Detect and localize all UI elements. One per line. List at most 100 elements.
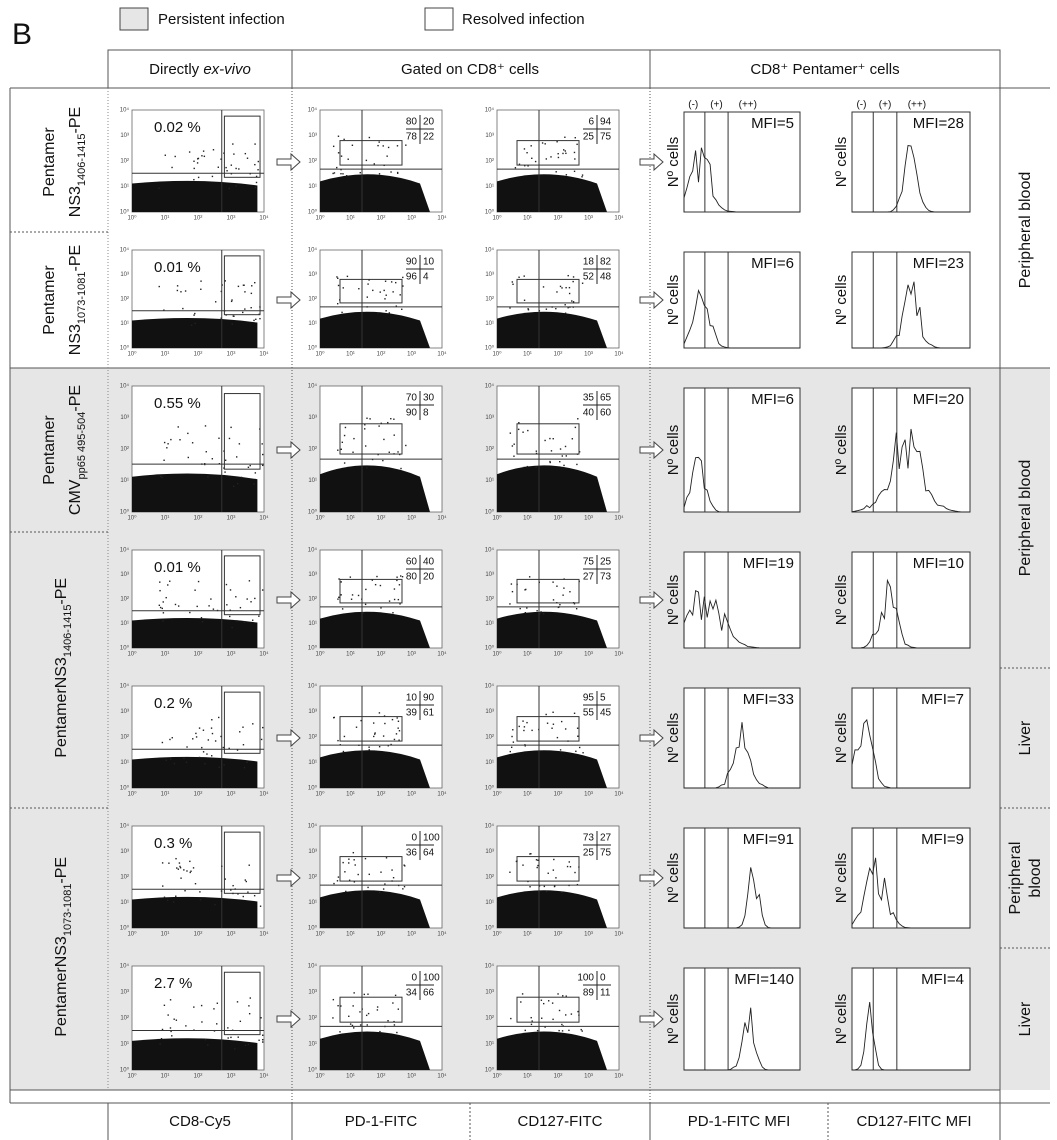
cell-dot (218, 766, 220, 768)
axis-tick-label: 10¹ (161, 932, 170, 938)
cell-dot (362, 612, 365, 614)
histogram-y-label: Nº cells (665, 713, 682, 764)
cell-dot (191, 442, 194, 444)
axis-tick-label: 10² (377, 932, 386, 938)
cell-dot (377, 144, 379, 147)
cell-dot (229, 615, 231, 618)
quadrant-value: 20 (423, 572, 435, 583)
cell-dot (581, 1030, 583, 1032)
gate (516, 856, 580, 882)
cell-dot (341, 441, 344, 444)
quadrant-value: 90 (423, 693, 435, 704)
cell-dot (343, 462, 346, 464)
cell-dot (259, 905, 262, 907)
axis-tick-label: 10¹ (523, 216, 532, 222)
axis-tick-label: 10² (377, 216, 386, 222)
axis-tick-label: 10⁴ (259, 351, 269, 358)
cell-dot (242, 726, 244, 728)
cell-dot (393, 1024, 396, 1026)
cell-dot (342, 173, 344, 175)
cell-dot (380, 607, 382, 609)
cell-dot (545, 158, 548, 160)
axis-tick-label: 10⁴ (485, 683, 495, 690)
cell-dot (167, 1014, 169, 1016)
axis-tick-label: 10¹ (523, 1074, 532, 1080)
cell-population (497, 890, 607, 928)
axis-tick-label: 10¹ (308, 1042, 317, 1048)
cell-dot (565, 995, 567, 997)
quadrant-value: 60 (600, 408, 612, 419)
histogram-y-label: Nº cells (833, 994, 850, 1045)
cell-dot (337, 739, 339, 742)
cell-dot (340, 448, 342, 450)
legend-swatch (424, 7, 454, 31)
cell-dot (576, 727, 579, 729)
axis-tick-label: 10⁰ (308, 785, 318, 792)
cell-dot (393, 588, 396, 590)
cell-dot (390, 743, 392, 746)
cell-dot (228, 747, 230, 750)
axis-tick-label: 10¹ (523, 352, 532, 358)
axis-tick-label: 10¹ (308, 478, 317, 484)
axis-tick-label: 10³ (584, 792, 593, 798)
axis-tick-label: 10⁰ (127, 931, 137, 938)
axis-tick-label: 10³ (407, 932, 416, 938)
cell-dot (364, 424, 366, 426)
cell-dot (353, 859, 355, 861)
quadrant-value: 100 (577, 973, 594, 984)
cell-population (497, 311, 607, 348)
cell-dot (524, 164, 526, 167)
arrow (276, 590, 301, 610)
cell-dot (526, 465, 529, 468)
row-label: NS31073-1081-PE (67, 245, 88, 355)
cell-dot (222, 746, 225, 749)
cell-dot (377, 312, 379, 314)
cell-dot (564, 312, 567, 314)
cell-dot (210, 727, 213, 729)
cell-dot (378, 141, 380, 143)
cell-dot (262, 1034, 264, 1036)
cell-dot (250, 601, 252, 603)
cell-dot (364, 428, 366, 430)
cell-dot (235, 185, 237, 187)
axis-tick-label: 10¹ (346, 652, 355, 658)
cell-dot (511, 445, 514, 447)
cell-dot (348, 862, 350, 864)
axis-tick-label: 10⁰ (308, 345, 318, 352)
cell-dot (342, 287, 344, 289)
gate (339, 578, 403, 604)
arrow (639, 868, 664, 888)
cell-dot (359, 1011, 361, 1013)
histogram-y-label: Nº cells (833, 713, 850, 764)
cell-dot (368, 749, 370, 751)
axis-tick-label: 10² (554, 352, 563, 358)
cell-dot (244, 1044, 247, 1046)
cell-dot (512, 729, 514, 731)
cell-dot (204, 762, 206, 765)
gate (339, 278, 403, 304)
mfi-value: MFI=9 (921, 831, 964, 848)
cell-dot (231, 323, 233, 325)
cell-dot (173, 762, 176, 765)
cell-dot (551, 1002, 554, 1004)
arrow (639, 590, 664, 610)
histogram-frame (851, 687, 971, 789)
axis-tick-label: 10⁴ (485, 107, 495, 114)
axis-tick-label: 10⁰ (127, 651, 137, 658)
row-label: PentamerNS31406-1415-PE (53, 578, 74, 762)
axis-tick-label: 10² (308, 1016, 317, 1022)
cell-dot (530, 853, 532, 855)
cell-dot (216, 1002, 219, 1004)
axis-tick-label: 10⁴ (120, 547, 130, 554)
axis-tick-label: 10¹ (523, 516, 532, 522)
axis-tick-label: 10³ (120, 849, 129, 855)
axis-tick-label: 10¹ (523, 932, 532, 938)
cell-dot (357, 594, 360, 597)
histogram-trace (852, 578, 970, 649)
arrow (639, 290, 664, 310)
cell-dot (337, 449, 339, 451)
cell-population (320, 465, 430, 512)
cell-dot (396, 172, 399, 174)
axis-tick-label: 10¹ (485, 1042, 494, 1048)
